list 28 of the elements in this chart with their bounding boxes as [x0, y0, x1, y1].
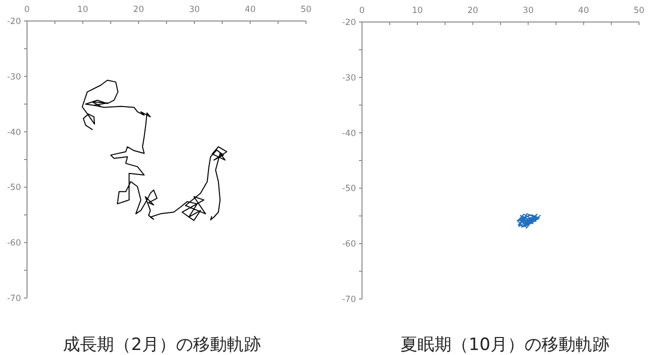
y-tick-label: -40 [7, 128, 21, 138]
y-tick-label: -70 [342, 295, 356, 305]
x-tick-label: 40 [578, 6, 590, 16]
y-tick-label: -60 [7, 238, 21, 249]
y-tick-label: -30 [342, 73, 356, 84]
x-tick-label: 30 [188, 5, 200, 15]
line-series [82, 80, 228, 221]
x-tick-label: 40 [244, 5, 256, 15]
x-tick-label: 20 [133, 5, 144, 15]
y-tick-label: -30 [7, 72, 21, 82]
x-tick-label: 10 [77, 5, 88, 15]
x-tick-label: 0 [359, 6, 365, 16]
x-tick-label: 20 [467, 6, 478, 16]
y-tick-label: -60 [342, 240, 356, 250]
x-tick-label: 50 [300, 5, 312, 15]
y-tick-label: -20 [342, 18, 356, 28]
x-tick-label: 50 [634, 6, 644, 16]
y-tick-label: -50 [342, 184, 356, 194]
y-tick-label: -70 [7, 294, 21, 304]
y-tick-label: -40 [342, 128, 356, 139]
text: 成長期（2月）の移動軌跡 [63, 335, 261, 355]
y-tick-label: -20 [7, 17, 21, 27]
line-series [516, 213, 541, 229]
x-tick-label: 30 [522, 6, 534, 16]
x-tick-label: 10 [412, 6, 423, 16]
y-tick-label: -50 [7, 183, 21, 194]
text: 夏眠期（10月）の移動軌跡 [400, 335, 610, 355]
x-tick-label: 0 [24, 5, 30, 15]
